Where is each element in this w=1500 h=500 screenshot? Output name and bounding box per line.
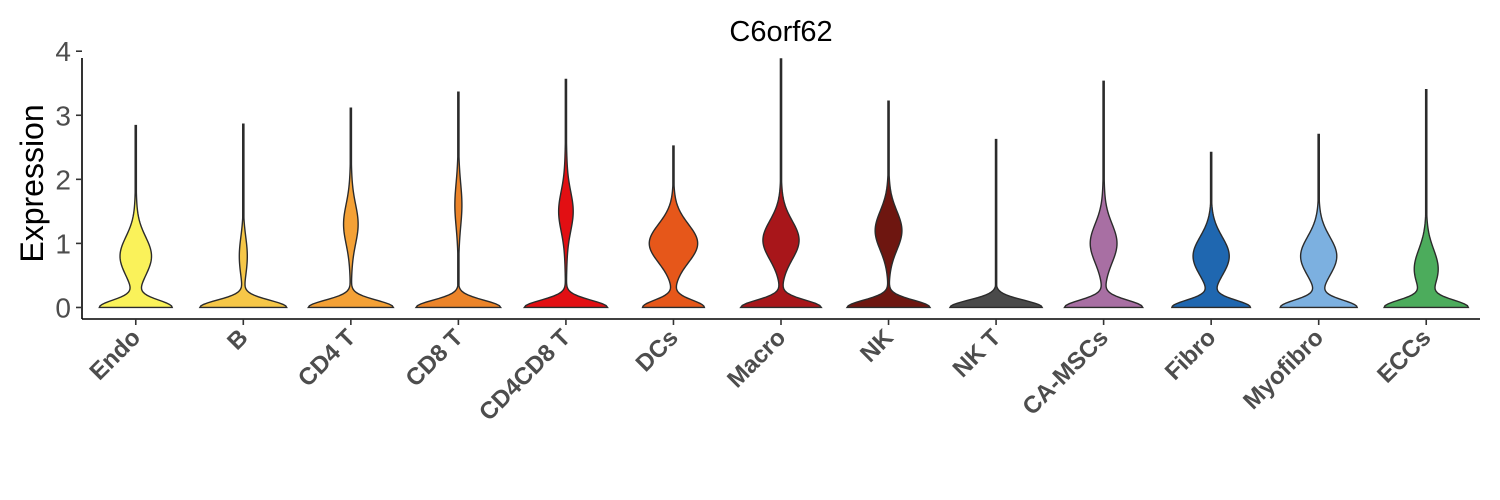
x-ticks-layer: Endo B CD4 T CD8 T CD4CD8 T DCs Macro NK NK T CA-… <box>84 319 1436 426</box>
x-tick-label: CD4 T <box>293 324 361 392</box>
x-tick-label: CD4CD8 T <box>474 324 576 426</box>
violin-nk-t <box>948 138 1044 309</box>
violin-cd4cd8-t <box>522 78 609 309</box>
y-tick-label: 2 <box>55 164 71 195</box>
x-tick-label: NK <box>855 324 899 368</box>
y-tick-label: 3 <box>55 100 71 131</box>
x-tick-label: CA-MSCs <box>1017 324 1113 420</box>
x-tick-label: Myofibro <box>1238 324 1329 415</box>
violin-nk <box>845 100 932 309</box>
x-tick-label: ECCs <box>1372 324 1436 388</box>
x-tick-label: Macro <box>722 324 791 393</box>
violin-ca-mscs <box>1063 80 1145 309</box>
y-tick-label: 1 <box>55 228 71 259</box>
violin-dcs <box>641 145 706 309</box>
x-tick-label: DCs <box>631 324 684 377</box>
violin-b <box>198 123 288 309</box>
x-tick-label: NK T <box>948 324 1007 383</box>
violin-eccs <box>1383 88 1470 309</box>
violin-myofibro <box>1279 133 1359 309</box>
violins-layer <box>98 58 1470 309</box>
violin-cd4-t <box>307 107 395 309</box>
y-ticks-layer: 0 1 2 3 4 <box>55 36 82 323</box>
y-tick-label: 4 <box>55 36 71 67</box>
violin-macro <box>739 58 823 309</box>
x-tick-label: B <box>222 324 253 355</box>
violin-fibro <box>1170 151 1252 309</box>
x-tick-label: Fibro <box>1160 324 1222 386</box>
x-tick-label: Endo <box>84 324 146 386</box>
x-tick-label: CD8 T <box>401 324 469 392</box>
violin-cd8-t <box>414 91 503 309</box>
chart-title: C6orf62 <box>729 16 832 48</box>
violin-endo <box>98 124 174 309</box>
y-tick-label: 0 <box>55 292 71 323</box>
y-axis-label: Expression <box>14 104 50 262</box>
